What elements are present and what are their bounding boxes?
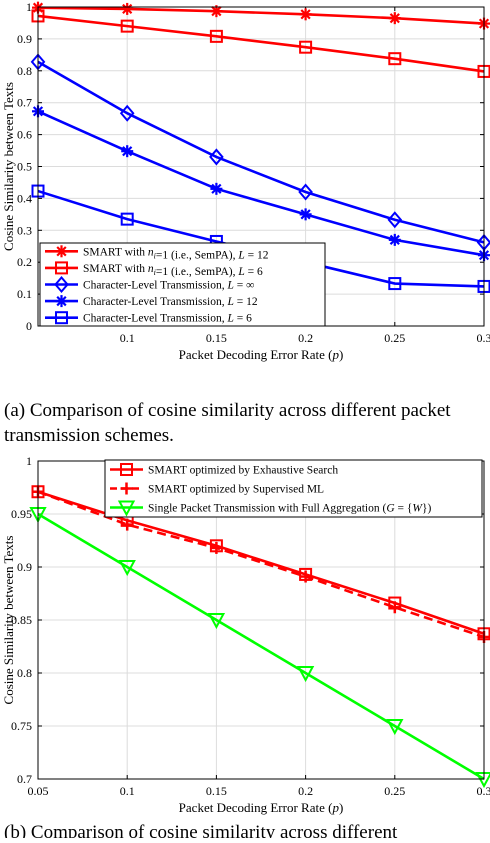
a-xtick-label: 0.15: [206, 331, 227, 345]
a-xtick-label: 0.3: [477, 331, 490, 345]
a-point: [210, 183, 222, 195]
a-point: [121, 3, 133, 15]
a-series-line: [38, 111, 484, 255]
a-ytick-label: 0.2: [17, 255, 32, 269]
caption-b: (b) Comparison of cosine similarity acro…: [4, 820, 488, 838]
a-legend-label: Character-Level Transmission, L = 6: [83, 313, 252, 325]
caption-a: (a) Comparison of cosine similarity acro…: [4, 398, 488, 448]
b-legend: SMART optimized by Exhaustive Search SMAR…: [105, 460, 482, 517]
a-xtick-label: 0.1: [120, 331, 135, 345]
a-ytick-label: 0.5: [17, 160, 32, 174]
b-ytick-label: 0.75: [11, 719, 32, 733]
a-series-0: [32, 2, 490, 30]
b-xtick-label: 0.2: [298, 784, 313, 798]
a-legend-label: Character-Level Transmission, L = ∞: [83, 280, 254, 292]
a-point: [300, 208, 312, 220]
b-xlabel: Packet Decoding Error Rate (p): [179, 800, 344, 815]
a-ytick-label: 0: [26, 319, 32, 333]
b-legend-label: SMART optimized by Exhaustive Search: [148, 465, 338, 477]
a-xtick-label: 0.2: [298, 331, 313, 345]
a-point: [389, 12, 401, 24]
a-ytick-label: 0.7: [17, 96, 32, 110]
a-legend-marker: [56, 295, 68, 307]
b-ylabel: Cosine Similarity between Texts: [1, 536, 16, 705]
b-ytick-label: 0.8: [17, 666, 32, 680]
b-ytick-label: 0.95: [11, 507, 32, 521]
b-xtick-label: 0.05: [28, 784, 49, 798]
a-legend: SMART with ni=1 (i.e., SemPA), L = 12SMA…: [40, 243, 325, 326]
a-ytick-label: 1: [26, 0, 32, 14]
a-series-3: [32, 105, 490, 261]
b-legend-label: Single Packet Transmission with Full Agg…: [148, 503, 432, 515]
b-ytick-label: 0.9: [17, 560, 32, 574]
a-xlabel: Packet Decoding Error Rate (p): [179, 347, 344, 362]
b-xtick-label: 0.1: [120, 784, 135, 798]
b-xtick-label: 0.25: [384, 784, 405, 798]
b-ytick-label: 1: [26, 454, 32, 468]
a-ytick-label: 0.1: [17, 287, 32, 301]
a-series-line: [38, 16, 484, 72]
a-ylabel: Cosine Similarity between Texts: [1, 82, 16, 251]
a-series-line: [38, 62, 484, 243]
a-point: [121, 145, 133, 157]
a-series-line: [38, 8, 484, 24]
a-ytick-label: 0.8: [17, 64, 32, 78]
a-legend-marker: [56, 245, 68, 257]
b-xtick-label: 0.15: [206, 784, 227, 798]
b-series-line: [38, 514, 484, 779]
b-series-2: [31, 508, 490, 786]
chart-a: 0.1 0.15 0.2 0.25 0.3 0 0.1 0.2 0.3 0.4 0.5 0.6 0.7 0…: [0, 0, 490, 385]
a-series-2: [32, 55, 490, 250]
b-point: [389, 601, 401, 613]
a-legend-label: Character-Level Transmission, L = 12: [83, 296, 258, 308]
b-ytick-label: 0.7: [17, 772, 32, 786]
figure-a: 0.1 0.15 0.2 0.25 0.3 0 0.1 0.2 0.3 0.4 0.5 0.6 0.7 0…: [0, 0, 490, 385]
a-point: [389, 234, 401, 246]
a-ytick-label: 0.3: [17, 223, 32, 237]
a-point: [300, 8, 312, 20]
a-ytick-label: 0.4: [17, 191, 32, 205]
a-ytick-label: 0.6: [17, 128, 32, 142]
a-xtick-label: 0.25: [384, 331, 405, 345]
a-ytick-label: 0.9: [17, 32, 32, 46]
b-legend-label: SMART optimized by Supervised ML: [148, 484, 324, 496]
